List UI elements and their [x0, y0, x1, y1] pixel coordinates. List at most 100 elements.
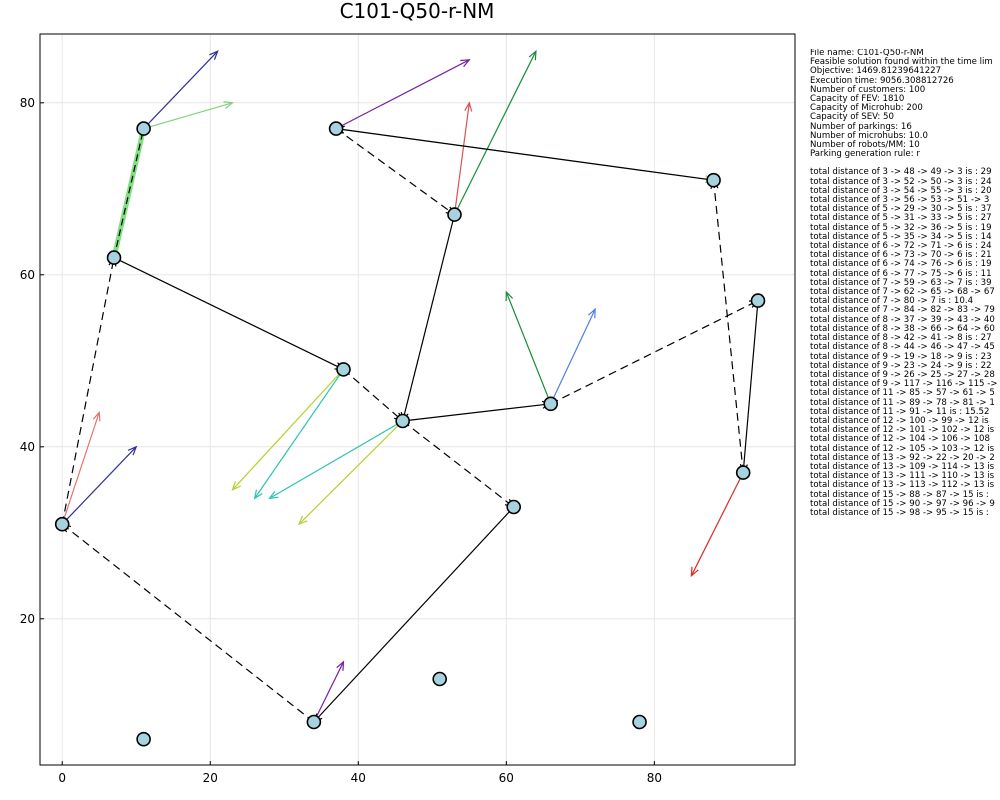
info-line: total distance of 6 -> 72 -> 71 -> 6 is …	[810, 241, 992, 252]
axes	[39, 33, 796, 766]
sev-link-arrow	[209, 50, 219, 60]
fev-route-segment	[313, 506, 515, 723]
info-line: total distance of 7 -> 80 -> 7 is : 10.4	[810, 296, 974, 307]
info-line: total distance of 11 -> 91 -> 11 is : 15…	[810, 406, 990, 417]
info-line: total distance of 13 -> 109 -> 114 -> 13…	[810, 461, 995, 472]
x-tick-label: 0	[58, 771, 66, 785]
info-line: total distance of 6 -> 77 -> 75 -> 6 is …	[810, 268, 992, 279]
x-tick-labels: 0 20 40 60 80	[58, 761, 662, 785]
info-line: total distance of 12 -> 105 -> 103 -> 12…	[810, 443, 995, 454]
info-line: total distance of 7 -> 59 -> 63 -> 7 is …	[810, 277, 992, 288]
info-line: total distance of 12 -> 101 -> 102 -> 12…	[810, 425, 995, 436]
sev-link	[61, 412, 100, 525]
sev-link	[313, 661, 345, 723]
info-line: Capacity of SEV: 50	[810, 112, 894, 123]
info-line: total distance of 8 -> 37 -> 39 -> 43 ->…	[810, 314, 995, 325]
sev-links	[61, 49, 744, 723]
sev-link	[269, 420, 403, 499]
info-line: total distance of 5 -> 32 -> 36 -> 5 is …	[810, 222, 992, 233]
fev-route-segment	[742, 300, 759, 473]
parking-node	[750, 293, 766, 308]
info-line: Objective: 1469.81239641227	[810, 66, 942, 77]
sev-link-arrow	[223, 101, 234, 109]
info-line: total distance of 11 -> 85 -> 57 -> 61 -…	[810, 388, 995, 399]
parking-node	[306, 714, 322, 730]
info-line: total distance of 13 -> 92 -> 22 -> 20 -…	[810, 452, 995, 463]
sev-link-arrow	[464, 101, 473, 112]
sev-link-arrow	[127, 445, 138, 456]
info-line: total distance of 6 -> 74 -> 76 -> 6 is …	[810, 259, 992, 270]
parking-node	[106, 250, 122, 265]
sev-link	[453, 50, 537, 215]
microhub-link-dash	[113, 128, 145, 258]
info-line: total distance of 11 -> 89 -> 78 -> 81 -…	[810, 397, 995, 408]
sev-link	[298, 420, 404, 525]
parking-node	[506, 499, 522, 515]
info-line: total distance of 5 -> 35 -> 34 -> 5 is …	[810, 231, 992, 242]
sev-link	[453, 102, 470, 215]
sev-link-arrow	[505, 290, 514, 302]
fev-route-segment	[402, 403, 551, 422]
y-tick-label: 20	[20, 612, 35, 626]
y-tick-label: 40	[20, 440, 35, 454]
info-line: total distance of 8 -> 42 -> 41 -> 8 is …	[810, 333, 992, 344]
sev-link	[143, 50, 219, 130]
info-line: Execution time: 9056.308812726	[810, 75, 954, 86]
sev-link	[550, 308, 596, 405]
parking-node	[447, 207, 462, 222]
sev-link-arrow	[297, 515, 308, 526]
solution-info-panel: File name: C101-Q50-r-NM Feasible solutio…	[810, 49, 1000, 518]
fev-route-segment	[402, 214, 456, 422]
info-line: Number of robots/MM: 10	[810, 140, 920, 151]
info-line: Number of microhubs: 10.0	[810, 130, 928, 141]
sev-link-arrow	[460, 59, 471, 68]
fev-route-segment	[335, 128, 455, 216]
parking-node	[136, 121, 151, 136]
sev-link-arrow	[336, 660, 345, 671]
chart-title: C101-Q50-r-NM	[340, 0, 495, 23]
info-line: File name: C101-Q50-r-NM	[810, 49, 924, 58]
info-line: total distance of 9 -> 117 -> 116 -> 115…	[810, 379, 998, 390]
y-tick-label: 60	[20, 268, 35, 282]
x-tick-label: 20	[203, 771, 218, 785]
sev-link	[143, 102, 233, 130]
info-line: total distance of 6 -> 73 -> 70 -> 6 is …	[810, 250, 992, 261]
microhub-links	[111, 128, 147, 259]
sev-link	[690, 472, 744, 577]
info-line: total distance of 13 -> 113 -> 112 -> 13…	[810, 480, 995, 491]
info-line: total distance of 9 -> 26 -> 25 -> 27 ->…	[810, 369, 995, 380]
sev-link	[61, 446, 137, 525]
sev-link-arrow	[588, 307, 596, 319]
parking-node	[54, 516, 70, 532]
info-line: total distance of 5 -> 31 -> 33 -> 5 is …	[810, 213, 992, 224]
info-line: total distance of 13 -> 111 -> 110 -> 13…	[810, 471, 995, 482]
info-line: total distance of 3 -> 52 -> 50 -> 3 is …	[810, 176, 992, 187]
grid	[40, 34, 795, 765]
info-line: total distance of 3 -> 54 -> 55 -> 3 is …	[810, 185, 992, 196]
fev-route-segment	[61, 257, 115, 525]
info-line: total distance of 15 -> 98 -> 95 -> 15 i…	[810, 507, 989, 518]
parking-node	[632, 714, 647, 730]
info-line: total distance of 15 -> 90 -> 97 -> 96 -…	[810, 498, 995, 509]
info-line: total distance of 12 -> 100 -> 99 -> 12 …	[810, 415, 989, 426]
sev-link-arrow	[690, 566, 699, 578]
sev-link	[254, 369, 344, 499]
sev-link-arrow	[253, 489, 263, 500]
x-tick-label: 80	[647, 771, 662, 785]
fev-route-segment	[343, 368, 404, 422]
info-line: Capacity of FEV: 1810	[810, 94, 905, 105]
parkings	[54, 121, 766, 747]
info-line: total distance of 8 -> 44 -> 46 -> 47 ->…	[810, 342, 995, 353]
info-line: total distance of 12 -> 104 -> 106 -> 10…	[810, 434, 990, 445]
plot-frame	[39, 33, 796, 766]
info-line: Capacity of Microhub: 200	[810, 103, 923, 114]
info-line: total distance of 5 -> 29 -> 30 -> 5 is …	[810, 204, 992, 215]
fev-route-segment	[113, 257, 344, 370]
fev-routes	[60, 125, 760, 724]
fev-route-segment	[402, 420, 515, 508]
parking-node	[735, 465, 751, 480]
parking-node	[432, 671, 448, 687]
sev-link	[335, 59, 470, 130]
info-line: total distance of 9 -> 19 -> 18 -> 9 is …	[810, 351, 992, 362]
